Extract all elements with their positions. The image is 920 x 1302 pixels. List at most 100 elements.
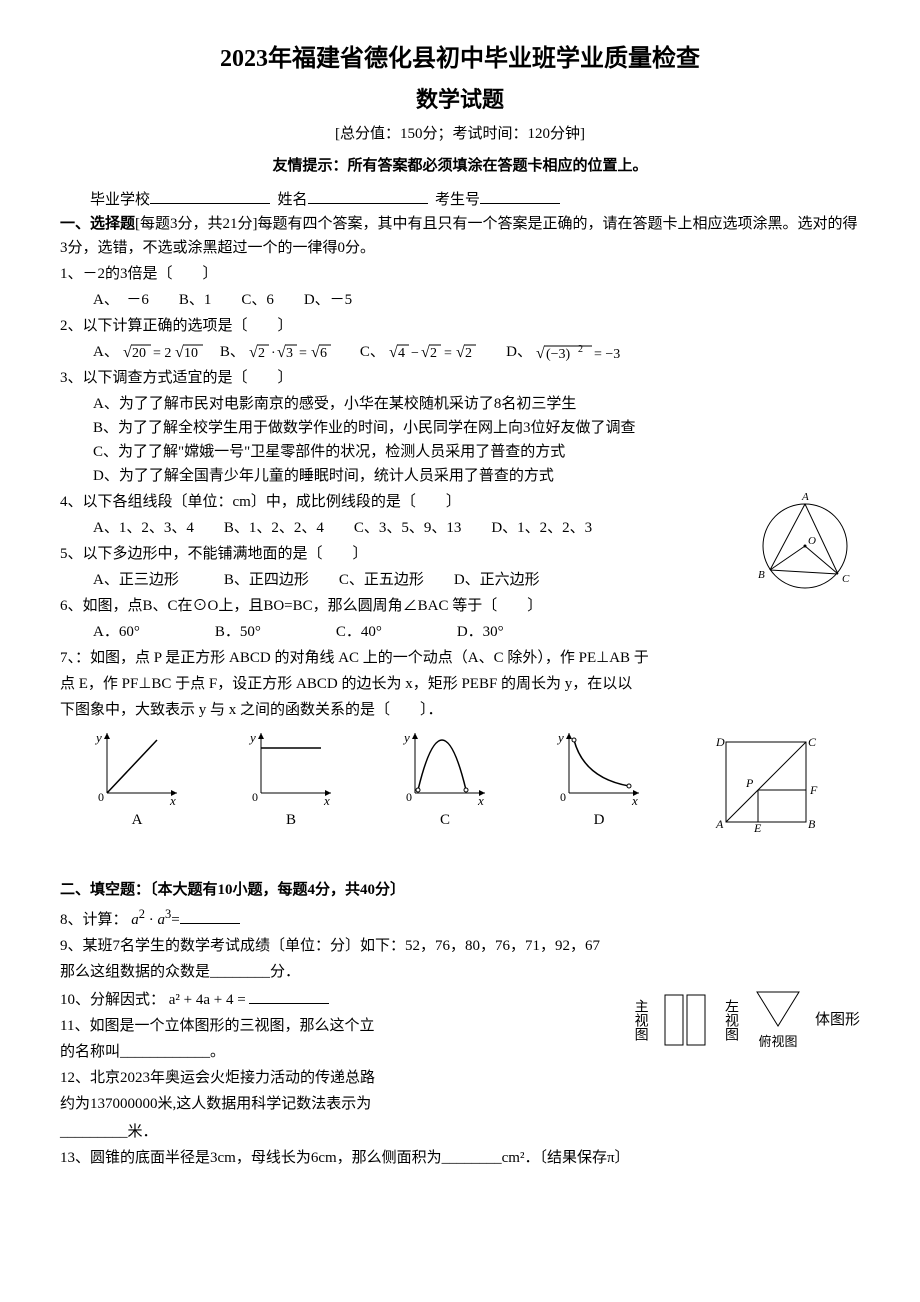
- q3d: D、为了了解全国青少年儿童的睡眠时间，统计人员采用了普查的方式: [60, 464, 860, 488]
- q3a: A、为了了解市民对电影南京的感受，小华在某校随机采访了8名初三学生: [60, 392, 860, 416]
- q5-opts: A、正三边形 B、正四边形 C、正五边形 D、正六边形: [60, 568, 742, 592]
- svg-text:C: C: [808, 735, 817, 749]
- top-view-label: 俯视图: [751, 1032, 805, 1053]
- svg-text:10: 10: [184, 346, 198, 361]
- svg-text:= 2: = 2: [153, 346, 171, 361]
- svg-text:= −3: = −3: [594, 347, 620, 362]
- svg-text:√: √: [421, 344, 430, 361]
- q2-expr-d: √(−3) 2 = −3: [536, 340, 646, 364]
- q9-2: 那么这组数据的众数是________分．: [60, 960, 860, 984]
- svg-text:C: C: [842, 573, 850, 585]
- q7-line2: 点 E，作 PF⊥BC 于点 F，设正方形 ABCD 的边长为 x，矩形 PEB…: [60, 672, 860, 696]
- svg-text:√: √: [249, 344, 258, 361]
- q11-side: 体图形: [815, 1008, 860, 1032]
- graph-c-label: C: [400, 808, 490, 832]
- svg-text:O: O: [808, 535, 816, 547]
- svg-text:√: √: [311, 344, 320, 361]
- q2-opts: A、 √20 = 2 √10 B、 √2 · √3 = √6 C、 √4 − √…: [60, 340, 860, 365]
- svg-text:2: 2: [258, 346, 265, 361]
- graph-a-label: A: [92, 808, 182, 832]
- subtitle: [总分值：150分；考试时间：120分钟]: [60, 122, 860, 146]
- q4-opts: A、1、2、3、4 B、1、2、2、4 C、3、5、9、13 D、1、2、2、3: [60, 516, 742, 540]
- svg-text:√: √: [389, 344, 398, 361]
- svg-text:x: x: [323, 793, 330, 808]
- graph-d: 0 x y: [554, 728, 644, 808]
- square-figure: D C A B E F P: [708, 732, 828, 832]
- q3: 3、以下调查方式适宜的是〔 〕: [60, 366, 860, 390]
- three-views: 主视图 左视图 俯视图 体图形: [628, 986, 860, 1053]
- q2-expr-c: √4 − √2 = √2: [389, 341, 499, 363]
- svg-text:=: =: [444, 346, 452, 361]
- school-label: 毕业学校: [90, 192, 150, 208]
- svg-text:B: B: [758, 569, 765, 581]
- section1-desc: [每题3分，共21分]每题有四个答案，其中有且只有一个答案是正确的，请在答题卡上…: [60, 216, 858, 256]
- svg-text:y: y: [94, 730, 102, 745]
- info-blanks: 毕业学校 姓名 考生号: [60, 188, 860, 212]
- graph-b-label: B: [246, 808, 336, 832]
- svg-text:√: √: [536, 345, 545, 362]
- svg-text:=: =: [299, 346, 307, 361]
- svg-text:x: x: [169, 793, 176, 808]
- svg-text:0: 0: [98, 790, 104, 804]
- svg-text:B: B: [808, 817, 816, 831]
- q12-1: 12、北京2023年奥运会火炬接力活动的传递总路: [60, 1066, 620, 1090]
- graph-c: 0 x y: [400, 728, 490, 808]
- svg-text:−: −: [411, 346, 419, 361]
- id-label: 考生号: [435, 192, 480, 208]
- q12-2: 约为137000000米,这人数据用科学记数法表示为: [60, 1092, 620, 1116]
- svg-text:F: F: [809, 783, 818, 797]
- hint-text: 友情提示：所有答案都必须填涂在答题卡相应的位置上。: [60, 154, 860, 178]
- q7-line3: 下图象中，大致表示 y 与 x 之间的函数关系的是〔 〕．: [60, 698, 860, 722]
- svg-text:2: 2: [578, 344, 583, 355]
- svg-text:y: y: [248, 730, 256, 745]
- svg-text:y: y: [556, 730, 564, 745]
- svg-text:√: √: [277, 344, 286, 361]
- q2: 2、以下计算正确的选项是〔 〕: [60, 314, 860, 338]
- svg-text:3: 3: [286, 346, 293, 361]
- q7-graphs: 0 x y A 0 x y B 0 x y C: [60, 728, 860, 832]
- left-view-label: 左视图: [719, 999, 741, 1041]
- left-view: [751, 986, 805, 1032]
- q13: 13、圆锥的底面半径是3cm，母线长为6cm，那么侧面积为________cm²…: [60, 1146, 860, 1170]
- q3c: C、为了了解"嫦娥一号"卫星零部件的状况，检测人员采用了普查的方式: [60, 440, 860, 464]
- svg-text:E: E: [753, 821, 762, 832]
- svg-text:x: x: [631, 793, 638, 808]
- q9-1: 9、某班7名学生的数学考试成绩〔单位：分〕如下：52，76，80，76，71，9…: [60, 934, 860, 958]
- svg-text:P: P: [745, 776, 754, 790]
- q11-1: 11、如图是一个立体图形的三视图，那么这个立: [60, 1014, 620, 1038]
- svg-text:20: 20: [132, 346, 146, 361]
- q1: 1、－2的3倍是〔 〕: [60, 262, 860, 286]
- q10: 10、分解因式： a² + 4a + 4 =: [60, 988, 620, 1012]
- svg-text:√: √: [456, 344, 465, 361]
- q2-expr-b: √2 · √3 = √6: [249, 341, 349, 363]
- svg-text:6: 6: [320, 346, 327, 361]
- q3b: B、为了了解全校学生用于做数学作业的时间，小民同学在网上向3位好友做了调查: [60, 416, 860, 440]
- svg-text:x: x: [477, 793, 484, 808]
- main-view: [661, 991, 709, 1049]
- section2-title: 二、填空题：〔本大题有10小题，每题4分，共40分〕: [60, 878, 860, 902]
- svg-text:2: 2: [465, 346, 472, 361]
- svg-text:2: 2: [430, 346, 437, 361]
- q2-expr-a: √20 = 2 √10: [123, 341, 209, 363]
- name-label: 姓名: [278, 192, 308, 208]
- section1-title: 一、选择题: [60, 216, 135, 232]
- section1: 一、选择题[每题3分，共21分]每题有四个答案，其中有且只有一个答案是正确的，请…: [60, 212, 860, 260]
- graph-a: 0 x y: [92, 728, 182, 808]
- graph-b: 0 x y: [246, 728, 336, 808]
- svg-text:0: 0: [252, 790, 258, 804]
- main-view-label: 主视图: [628, 999, 650, 1041]
- svg-text:0: 0: [406, 790, 412, 804]
- circle-figure: O A B C: [750, 488, 860, 598]
- q5: 5、以下多边形中，不能铺满地面的是〔 〕: [60, 542, 742, 566]
- svg-text:A: A: [715, 817, 724, 831]
- svg-text:(−3): (−3): [546, 347, 571, 362]
- graph-d-label: D: [554, 808, 644, 832]
- q6: 6、如图，点B、C在⊙O上，且BO=BC，那么圆周角∠BAC 等于〔 〕: [60, 594, 742, 618]
- q6-opts: A．60° B．50° C．40° D．30°: [60, 620, 742, 644]
- q1-opts: A、 －6 B、1 C、6 D、－5: [60, 288, 860, 312]
- svg-text:·: ·: [271, 346, 276, 361]
- svg-text:0: 0: [560, 790, 566, 804]
- q7-line1: 7、：如图，点 P 是正方形 ABCD 的对角线 AC 上的一个动点（A、C 除…: [60, 646, 860, 670]
- subject-title: 数学试题: [60, 82, 860, 117]
- svg-text:D: D: [715, 735, 725, 749]
